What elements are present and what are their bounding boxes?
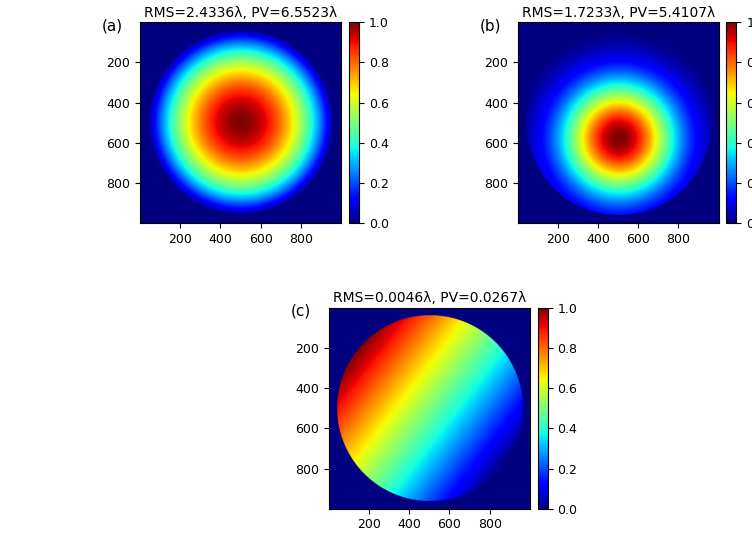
Text: (a): (a) — [102, 18, 123, 33]
Title: RMS=2.4336λ, PV=6.5523λ: RMS=2.4336λ, PV=6.5523λ — [144, 6, 337, 19]
Text: (c): (c) — [290, 304, 311, 319]
Title: RMS=1.7233λ, PV=5.4107λ: RMS=1.7233λ, PV=5.4107λ — [521, 6, 714, 19]
Title: RMS=0.0046λ, PV=0.0267λ: RMS=0.0046λ, PV=0.0267λ — [332, 291, 526, 305]
Text: (b): (b) — [479, 18, 501, 33]
